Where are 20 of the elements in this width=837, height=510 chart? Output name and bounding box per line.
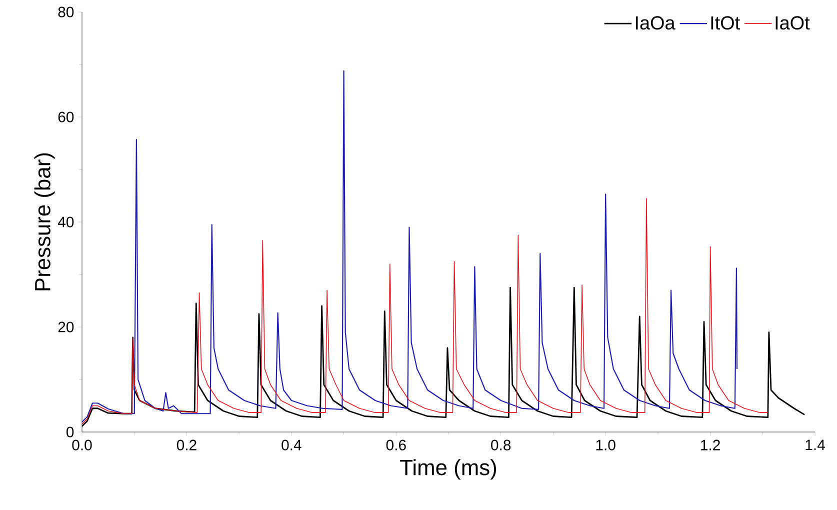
line-series bbox=[82, 70, 738, 423]
legend-label: IaOa bbox=[636, 16, 676, 30]
y-tick-label: 0 bbox=[66, 426, 74, 438]
x-tick-label: 0.2 bbox=[176, 440, 196, 450]
legend-label: ItOt bbox=[711, 16, 740, 30]
y-tick-label: 60 bbox=[58, 112, 74, 122]
legend-label: IaOt bbox=[776, 16, 810, 30]
y-tick-label: 20 bbox=[58, 322, 74, 332]
x-tick-label: 1.2 bbox=[701, 440, 720, 450]
x-tick-label: 1.4 bbox=[806, 440, 825, 450]
x-tick-label: 1.0 bbox=[596, 440, 616, 450]
x-axis-title: Time (ms) bbox=[400, 459, 496, 480]
x-tick-label: 0.6 bbox=[386, 440, 406, 450]
y-tick-label: 80 bbox=[58, 6, 74, 18]
y-tick-label: 40 bbox=[58, 216, 74, 228]
y-axis-title: Pressure (bar) bbox=[34, 153, 55, 290]
x-tick-label: 0.8 bbox=[491, 440, 511, 450]
x-tick-label: 0.0 bbox=[72, 440, 92, 450]
line-series bbox=[82, 198, 768, 425]
x-tick-label: 0.4 bbox=[282, 440, 302, 450]
